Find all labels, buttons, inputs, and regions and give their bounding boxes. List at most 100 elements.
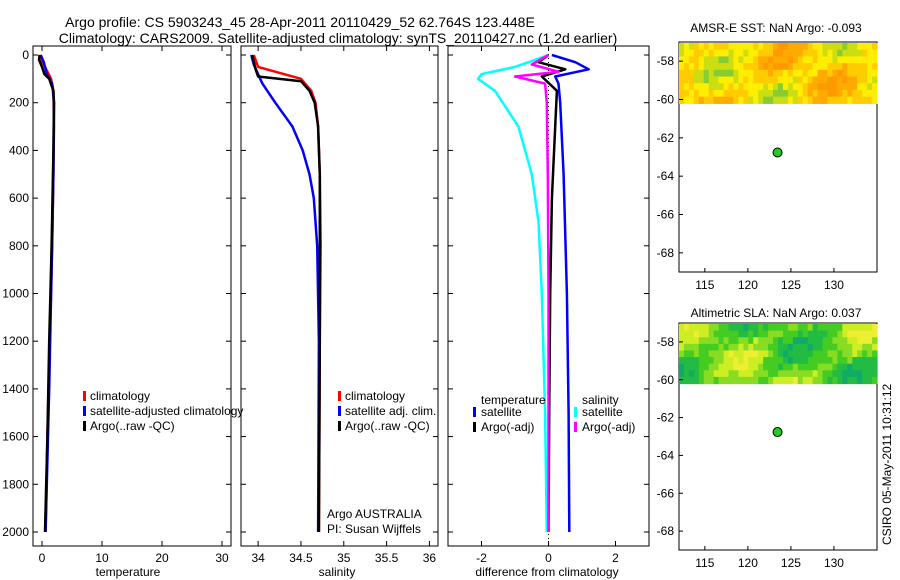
sla_map-heat-cell [768,357,774,365]
sst_map-heat-cell [847,49,853,57]
sla_map-heat-cell [792,350,799,358]
sst_map-heat-cell [733,69,739,78]
sla_map-heat-cell [807,337,814,345]
sla_map-heat-cell [812,370,819,378]
sla_map-heat-cell [807,330,814,338]
sst_map-heat-cell [753,89,759,98]
sla_map-heat-cell [807,357,814,365]
sst_map-heat-cell [753,49,759,57]
sst_map-heat-cell [857,76,863,84]
sst_map-heat-cell [738,69,744,78]
sla_map-heat-cell [822,343,829,352]
sla_map-heat-cell [862,376,868,385]
sst_map-heat-cell [832,83,838,91]
sst_map-heat-cell [773,96,779,104]
sst_map-heat-cell [773,63,779,71]
sla_map-heat-cell [698,376,705,385]
sla_map-ytick-label: -64 [657,448,675,462]
sla_map-heat-cell [688,350,695,358]
sst_map-heat-cell [792,96,799,104]
sla_map-heat-cell [693,343,700,352]
sla_map-heat-cell [708,337,715,345]
sla_map-heat-cell [832,330,838,338]
sst_map-heat-cell [743,43,749,51]
sst_map-heat-cell [688,43,695,51]
sst_map-heat-cell [703,63,710,71]
sst_map-heat-cell [852,96,858,104]
sst-map-title: AMSR-E SST: NaN Argo: -0.093 [690,21,862,35]
sst_map-heat-cell [698,56,705,64]
sst_map-heat-cell [688,83,695,91]
sla_map-heat-cell [723,343,730,352]
sst_map-heat-cell [817,96,824,104]
sst_map-heat-cell [713,76,720,84]
sla_map-heat-cell [837,363,843,371]
sst_map-heat-cell [802,56,809,64]
sla_map-heat-cell [807,343,814,352]
difference-legend-swatch [574,407,577,417]
sla_map-heat-cell [872,330,878,338]
depth-tick-label: 600 [9,191,29,205]
sla_map-heat-cell [807,324,814,332]
sla_map-ytick-label: -60 [657,373,675,387]
sla_map-heat-cell [683,363,690,371]
sla_map-heat-cell [728,363,735,371]
sst_map-heat-cell [827,43,834,51]
sst_map-heat-cell [703,69,710,78]
sla_map-heat-cell [753,376,759,385]
sst_map-heat-cell [782,43,789,51]
sla_map-heat-cell [852,370,858,378]
sla_map-heat-cell [683,324,690,332]
sla_map-xtick-label: 120 [738,556,758,570]
sst_map-heat-cell [708,83,715,91]
sla_map-heat-cell [862,350,868,358]
sla_map-heat-cell [763,330,769,338]
sla_map-heat-cell [862,337,868,345]
sst_map-heat-cell [817,76,824,84]
sla_map-heat-cell [723,363,730,371]
sst_map-heat-cell [827,83,834,91]
sst_map-heat-cell [817,69,824,78]
sla_map-heat-cell [822,350,829,358]
sst_map-heat-cell [787,49,794,57]
sst_map-heat-cell [822,49,829,57]
sla_map-heat-cell [703,324,710,332]
sla_map-heat-cell [713,337,720,345]
sla_map-heat-cell [763,363,769,371]
difference-legend-swatch [473,422,476,432]
sst_map-heat-cell [758,49,764,57]
sst_map-heat-cell [857,69,863,78]
sla_map-heat-cell [872,370,878,378]
sst_map-heat-cell [703,43,710,51]
sst_map-heat-cell [713,63,720,71]
sst_map-heat-cell [812,49,819,57]
salinity-axes-box [240,45,439,547]
sla_map-heat-cell [797,337,804,345]
sla_map-heat-cell [867,370,873,378]
sst_map-heat-cell [782,89,789,98]
sst_map-heat-cell [679,89,685,98]
sst_map-heat-cell [688,76,695,84]
sla_map-heat-cell [693,324,700,332]
sst_map-heat-cell [698,89,705,98]
sla_map-heat-cell [738,337,744,345]
sla_map-heat-cell [782,350,789,358]
sst_map-heat-cell [867,69,873,78]
sst_map-heat-cell [832,69,838,78]
sla_map-heat-cell [812,363,819,371]
sla_map-heat-cell [688,324,695,332]
sst_map-heat-cell [748,49,754,57]
sst_map-heat-cell [778,63,784,71]
sla_map-heat-cell [738,343,744,352]
sla_map-heat-cell [832,337,838,345]
sst_map-heat-cell [782,76,789,84]
sla_map-heat-cell [867,324,873,332]
sla_map-heat-cell [862,370,868,378]
sst_map-heat-cell [837,76,843,84]
sst_map-heat-cell [738,49,744,57]
depth-tick-label: 2000 [2,525,29,539]
sla_map-heat-cell [713,357,720,365]
sst_map-heat-cell [822,63,829,71]
sst_map-heat-cell [807,63,814,71]
